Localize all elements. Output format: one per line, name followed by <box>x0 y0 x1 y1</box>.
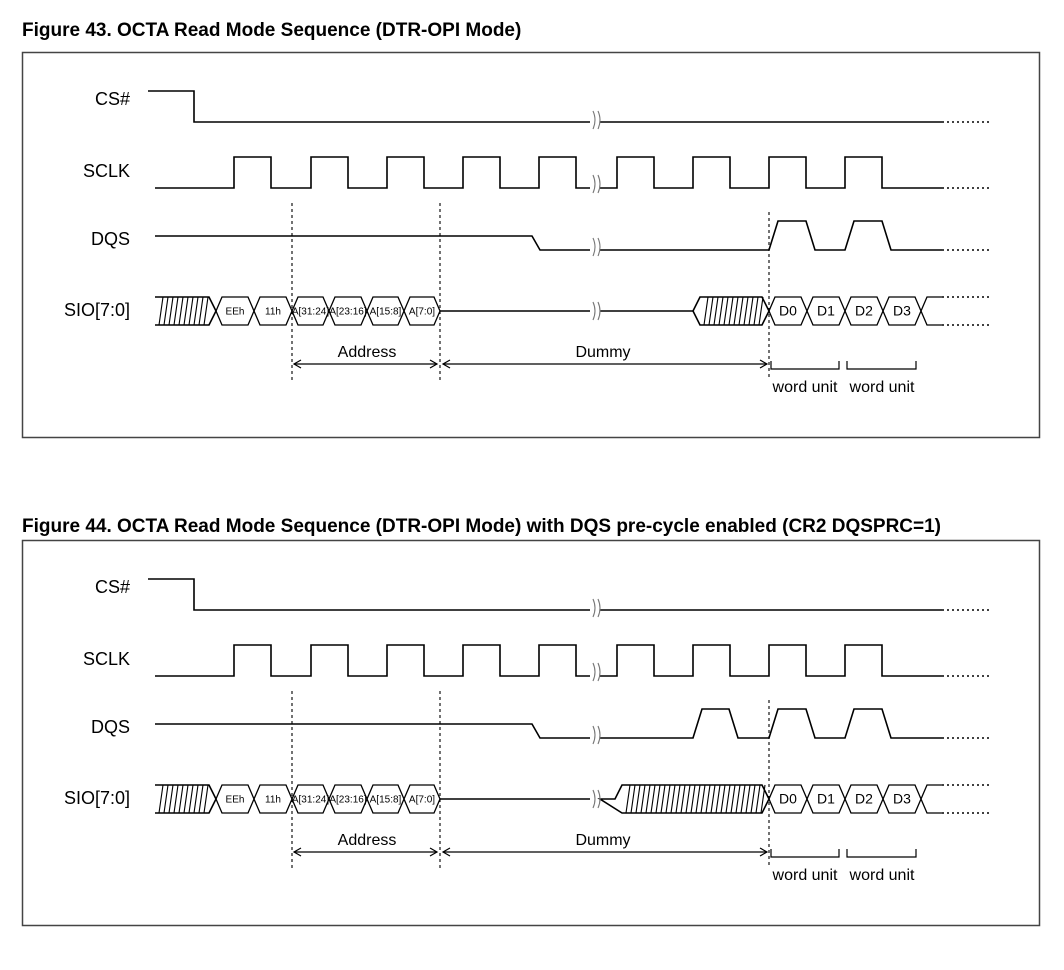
data-cell-label: D0 <box>779 303 797 319</box>
address-cell-label: A[23:16] <box>329 307 366 318</box>
word-unit-label: word unit <box>772 379 838 396</box>
address-label: Address <box>338 832 397 849</box>
arrow-head <box>441 847 769 857</box>
arrow-head <box>441 359 769 369</box>
sclk-signal <box>155 156 590 189</box>
sclk-signal <box>600 156 942 189</box>
break-mark <box>592 174 601 194</box>
word-unit-label: word unit <box>849 867 915 884</box>
figure-frame <box>21 539 1041 927</box>
signal-label: CS# <box>95 577 130 597</box>
word-unit-bracket <box>770 361 840 370</box>
signal-label: SCLK <box>83 161 130 181</box>
figure-frame <box>21 51 1041 439</box>
signal-label: CS# <box>95 89 130 109</box>
dummy-label: Dummy <box>575 832 630 849</box>
data-cell-label: D2 <box>855 303 873 319</box>
sclk-signal <box>600 644 942 677</box>
data-cell-label: D3 <box>893 791 911 807</box>
break-mark <box>592 725 601 745</box>
data-cell-label: D1 <box>817 791 835 807</box>
word-unit-label: word unit <box>849 379 915 396</box>
address-cell-label: A[7:0] <box>409 307 435 318</box>
data-cell-label: D2 <box>855 791 873 807</box>
cmd-cell-label: EEh <box>226 307 245 318</box>
sclk-signal <box>155 644 590 677</box>
data-cell-label: D0 <box>779 791 797 807</box>
sio-hatch <box>625 784 766 814</box>
cmd-cell-label: EEh <box>226 795 245 806</box>
data-cell-label: D3 <box>893 303 911 319</box>
word-unit-bracket <box>846 361 917 370</box>
signal-label: DQS <box>91 717 130 737</box>
data-cell-label: D1 <box>817 303 835 319</box>
break-mark <box>592 662 601 682</box>
figure-43-title: Figure 43. OCTA Read Mode Sequence (DTR-… <box>22 20 522 41</box>
dqs-signal <box>155 723 590 739</box>
word-unit-label: word unit <box>772 867 838 884</box>
cmd-cell-label: 11h <box>265 307 281 318</box>
sio-hatch <box>158 784 209 814</box>
sio-hatch <box>703 296 764 326</box>
figure-43-diagram: CS# SCLK DQS SIO[7:0] EEh 11h A[31:24] A[23:16]… <box>21 51 1041 439</box>
figure-44-diagram: CS# SCLK DQS SIO[7:0] EEh 11h A[31:24] A[23:16]… <box>21 539 1041 927</box>
word-unit-bracket <box>846 849 917 858</box>
address-cell-label: A[31:24] <box>292 795 329 806</box>
break-mark <box>592 789 601 809</box>
dqs-signal <box>600 220 942 251</box>
address-label: Address <box>338 344 397 361</box>
address-cell-label: A[7:0] <box>409 795 435 806</box>
break-mark <box>592 598 601 618</box>
signal-label: SCLK <box>83 649 130 669</box>
address-cell-label: A[15:8] <box>370 307 402 318</box>
arrow-head <box>292 359 439 369</box>
break-mark <box>592 237 601 257</box>
address-cell-label: A[31:24] <box>292 307 329 318</box>
sio-tail-dotted <box>942 784 992 814</box>
sio-preamble-block <box>597 784 770 814</box>
signal-label: SIO[7:0] <box>64 788 130 808</box>
address-cell-label: A[23:16] <box>329 795 366 806</box>
cs-signal <box>148 90 590 123</box>
cmd-cell-label: 11h <box>265 795 281 806</box>
cs-signal <box>148 578 590 611</box>
signal-label: DQS <box>91 229 130 249</box>
break-mark <box>592 110 601 130</box>
figure-44-title: Figure 44. OCTA Read Mode Sequence (DTR-… <box>22 516 942 537</box>
sio-hatch <box>158 296 209 326</box>
sio-tail <box>920 784 942 814</box>
break-mark <box>592 301 601 321</box>
dqs-signal <box>600 708 942 739</box>
sio-tail-dotted <box>942 296 992 326</box>
dqs-signal <box>155 235 590 251</box>
dummy-label: Dummy <box>575 344 630 361</box>
arrow-head <box>292 847 439 857</box>
sio-tail <box>920 296 942 326</box>
signal-label: SIO[7:0] <box>64 300 130 320</box>
address-cell-label: A[15:8] <box>370 795 402 806</box>
word-unit-bracket <box>770 849 840 858</box>
